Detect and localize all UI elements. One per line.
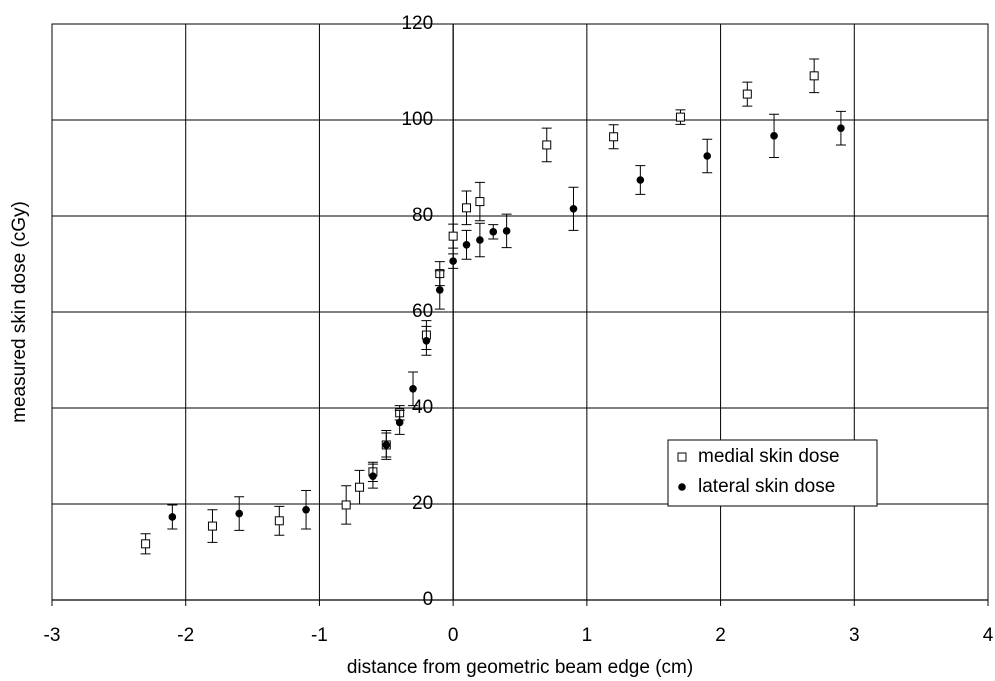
data-point — [770, 132, 778, 140]
data-point — [809, 71, 819, 81]
data-point — [409, 385, 417, 393]
data-point — [476, 236, 484, 244]
data-point — [542, 140, 552, 150]
data-point — [837, 124, 845, 132]
data-point — [742, 89, 752, 99]
data-point — [422, 337, 431, 345]
data-point — [609, 132, 619, 142]
data-point — [703, 152, 711, 160]
legend-marker — [677, 452, 687, 462]
data-point — [448, 231, 458, 241]
data-point — [489, 228, 498, 236]
x-tick-label: 3 — [849, 625, 860, 646]
y-axis-label: measured skin dose (cGy) — [9, 201, 30, 423]
y-tick-label: 120 — [401, 13, 433, 34]
x-tick-label: 4 — [983, 625, 994, 646]
legend-label: lateral skin dose — [698, 476, 835, 497]
data-point — [274, 516, 284, 526]
data-point — [141, 539, 151, 549]
data-point — [475, 197, 485, 207]
data-point — [636, 176, 645, 184]
data-point — [302, 505, 310, 514]
data-point — [382, 441, 391, 449]
x-tick-label: -2 — [177, 625, 194, 646]
x-tick-label: 1 — [582, 625, 593, 646]
data-point — [502, 227, 511, 235]
y-tick-label: 80 — [412, 205, 433, 226]
data-point — [675, 112, 685, 122]
y-tick-label: 60 — [412, 301, 433, 322]
x-tick-label: 0 — [448, 625, 459, 646]
data-point — [207, 521, 217, 531]
x-axis-label: distance from geometric beam edge (cm) — [347, 657, 693, 678]
legend-label: medial skin dose — [698, 446, 840, 467]
data-point — [168, 513, 177, 521]
y-tick-label: 40 — [412, 397, 433, 418]
x-tick-label: -1 — [311, 625, 328, 646]
data-point — [449, 257, 457, 265]
y-tick-label: 100 — [401, 109, 433, 130]
legend-box — [667, 439, 878, 507]
data-point — [395, 418, 404, 427]
data-point — [235, 509, 243, 518]
x-tick-label: -3 — [44, 625, 61, 646]
legend-marker — [678, 483, 686, 491]
data-point — [462, 203, 472, 213]
data-point — [462, 241, 471, 249]
data-point — [355, 482, 365, 492]
data-point — [435, 286, 444, 294]
data-point — [569, 205, 578, 213]
data-point — [341, 500, 351, 510]
y-tick-label: 20 — [412, 493, 433, 514]
data-point — [369, 472, 377, 480]
x-tick-label: 2 — [715, 625, 726, 646]
